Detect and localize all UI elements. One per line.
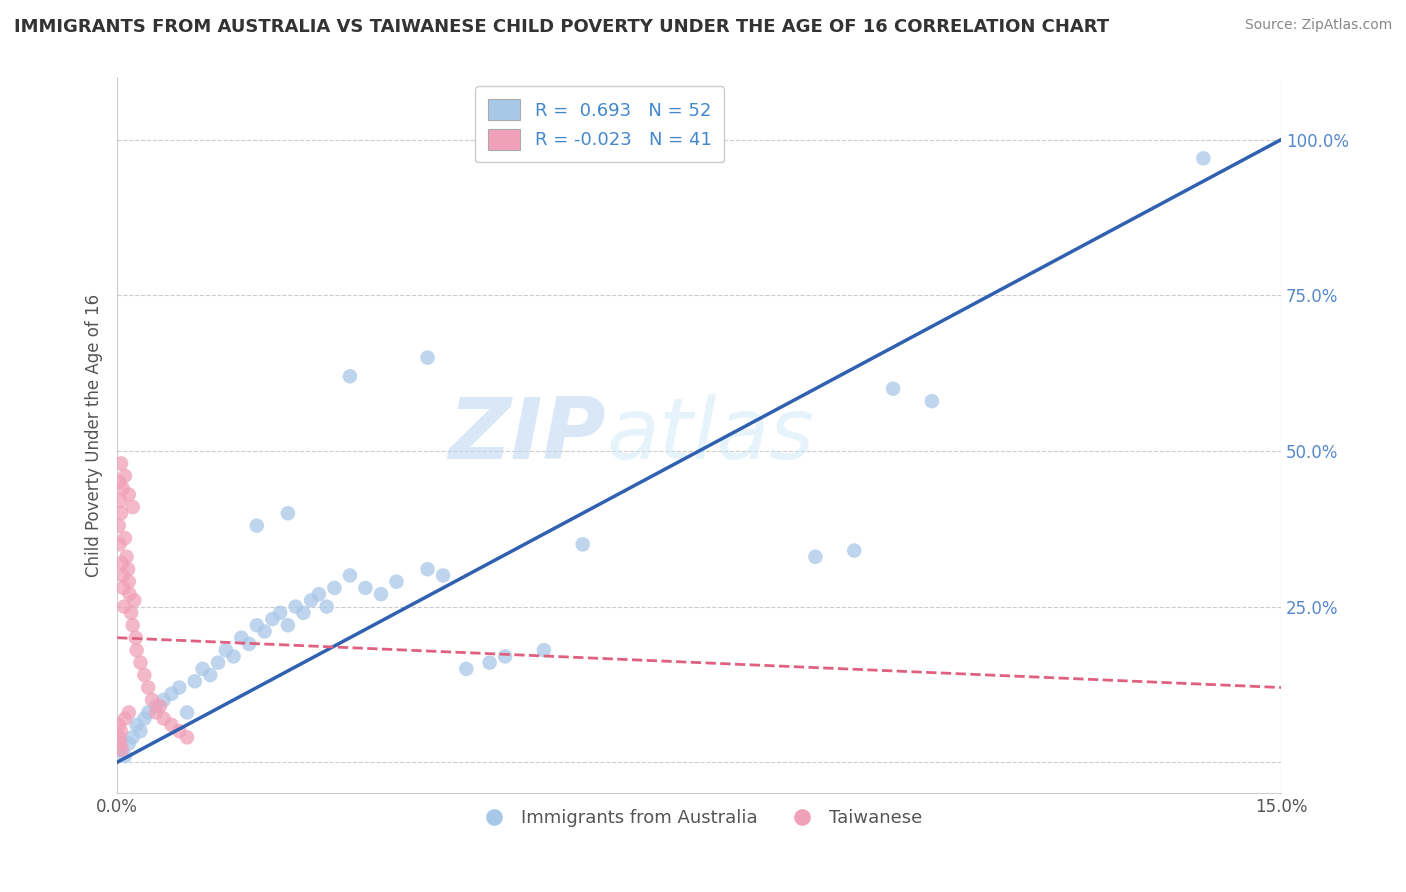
Point [121, 731, 143, 745]
Point [416, 351, 439, 365]
Point [112, 599, 135, 614]
Point [844, 543, 866, 558]
Point [125, 718, 148, 732]
Point [253, 624, 276, 639]
Point [262, 612, 284, 626]
Point [533, 643, 555, 657]
Point [125, 643, 148, 657]
Point [110, 493, 132, 508]
Point [115, 549, 138, 564]
Point [292, 606, 315, 620]
Point [277, 618, 299, 632]
Point [494, 649, 516, 664]
Point [370, 587, 392, 601]
Point [111, 743, 134, 757]
Point [136, 681, 159, 695]
Point [284, 599, 307, 614]
Point [134, 668, 156, 682]
Point [299, 593, 322, 607]
Point [114, 749, 136, 764]
Point [112, 581, 135, 595]
Point [222, 649, 245, 664]
Point [149, 699, 172, 714]
Point [110, 737, 132, 751]
Point [111, 568, 134, 582]
Point [145, 699, 167, 714]
Point [277, 506, 299, 520]
Point [231, 631, 253, 645]
Point [118, 487, 141, 501]
Point [432, 568, 454, 582]
Point [200, 668, 222, 682]
Text: ZIP: ZIP [449, 394, 606, 477]
Point [114, 531, 136, 545]
Point [160, 687, 183, 701]
Point [456, 662, 478, 676]
Point [134, 712, 156, 726]
Point [110, 506, 132, 520]
Point [121, 618, 143, 632]
Point [108, 731, 131, 745]
Point [385, 574, 408, 589]
Point [167, 724, 190, 739]
Point [118, 587, 141, 601]
Point [129, 724, 152, 739]
Point [107, 518, 129, 533]
Point [571, 537, 593, 551]
Point [315, 599, 337, 614]
Point [339, 369, 361, 384]
Point [246, 518, 269, 533]
Legend: Immigrants from Australia, Taiwanese: Immigrants from Australia, Taiwanese [468, 802, 929, 834]
Point [141, 693, 163, 707]
Point [184, 674, 207, 689]
Point [121, 500, 143, 514]
Point [117, 562, 139, 576]
Point [120, 606, 142, 620]
Point [207, 656, 229, 670]
Point [136, 706, 159, 720]
Point [308, 587, 330, 601]
Text: IMMIGRANTS FROM AUSTRALIA VS TAIWANESE CHILD POVERTY UNDER THE AGE OF 16 CORRELA: IMMIGRANTS FROM AUSTRALIA VS TAIWANESE C… [14, 18, 1109, 36]
Point [118, 706, 141, 720]
Point [215, 643, 238, 657]
Point [118, 574, 141, 589]
Point [118, 737, 141, 751]
Point [176, 731, 198, 745]
Point [110, 743, 132, 757]
Point [125, 631, 148, 645]
Point [416, 562, 439, 576]
Point [191, 662, 214, 676]
Text: Source: ZipAtlas.com: Source: ZipAtlas.com [1244, 18, 1392, 32]
Point [152, 693, 174, 707]
Point [323, 581, 346, 595]
Point [176, 706, 198, 720]
Point [145, 706, 167, 720]
Point [478, 656, 501, 670]
Text: atlas: atlas [606, 394, 814, 477]
Point [167, 681, 190, 695]
Point [238, 637, 260, 651]
Point [114, 712, 136, 726]
Point [246, 618, 269, 632]
Point [122, 593, 145, 607]
Point [107, 718, 129, 732]
Point [269, 606, 291, 620]
Point [804, 549, 827, 564]
Point [108, 537, 131, 551]
Point [111, 481, 134, 495]
Point [882, 382, 904, 396]
Point [921, 394, 943, 409]
Point [129, 656, 152, 670]
Y-axis label: Child Poverty Under the Age of 16: Child Poverty Under the Age of 16 [86, 293, 103, 577]
Point [339, 568, 361, 582]
Point [354, 581, 377, 595]
Point [114, 468, 136, 483]
Point [152, 712, 174, 726]
Point [1192, 152, 1215, 166]
Point [110, 724, 132, 739]
Point [110, 457, 132, 471]
Point [111, 556, 134, 570]
Point [108, 475, 131, 489]
Point [160, 718, 183, 732]
